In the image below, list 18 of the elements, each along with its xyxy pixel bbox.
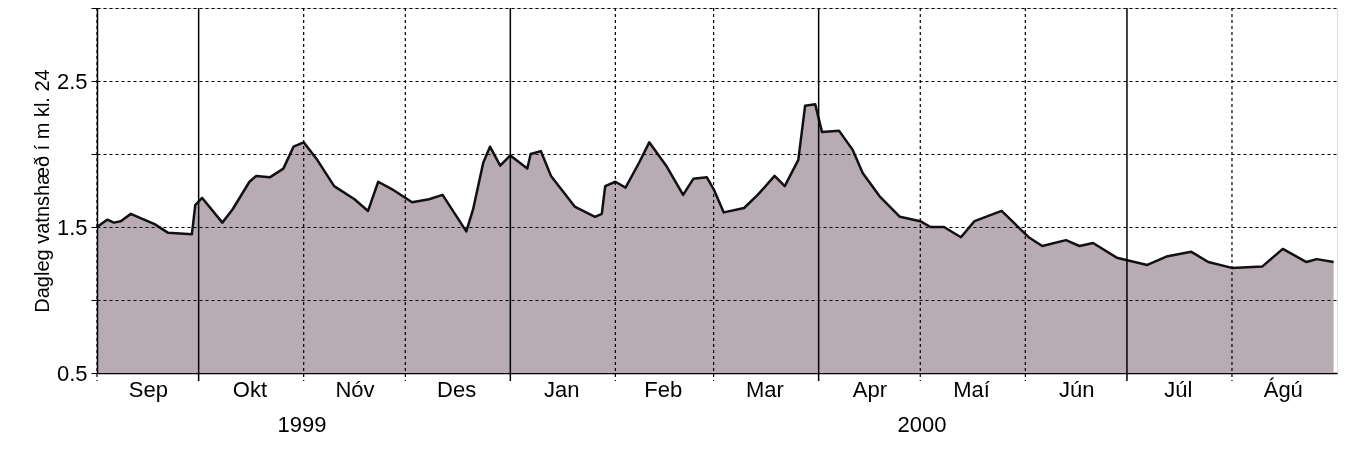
y-tick-label: 0.5 — [56, 360, 88, 386]
x-tick-label: Maí — [953, 376, 990, 402]
text: 1999 — [277, 412, 327, 437]
y-tick-label: 2.5 — [56, 68, 88, 94]
y-tick-label: 1.5 — [56, 214, 88, 240]
x-tick-label: Jan — [543, 376, 580, 402]
x-tick-label: Ágú — [1263, 376, 1303, 402]
text: 2000 — [897, 412, 947, 437]
x-tick-label: Jún — [1058, 376, 1095, 402]
y-axis-title: Dagleg vatnshæð í m kl. 24 — [30, 69, 53, 313]
x-tick-label: Sep — [128, 376, 168, 402]
x-tick-label: Des — [437, 376, 477, 402]
x-tick-label: Apr — [852, 376, 888, 402]
x-tick-label: Mar — [745, 376, 784, 402]
x-tick-label: Nóv — [335, 376, 375, 402]
x-tick-label: Feb — [644, 376, 683, 402]
x-tick-label: Júl — [1164, 376, 1193, 402]
x-tick-label: Okt — [232, 376, 268, 402]
